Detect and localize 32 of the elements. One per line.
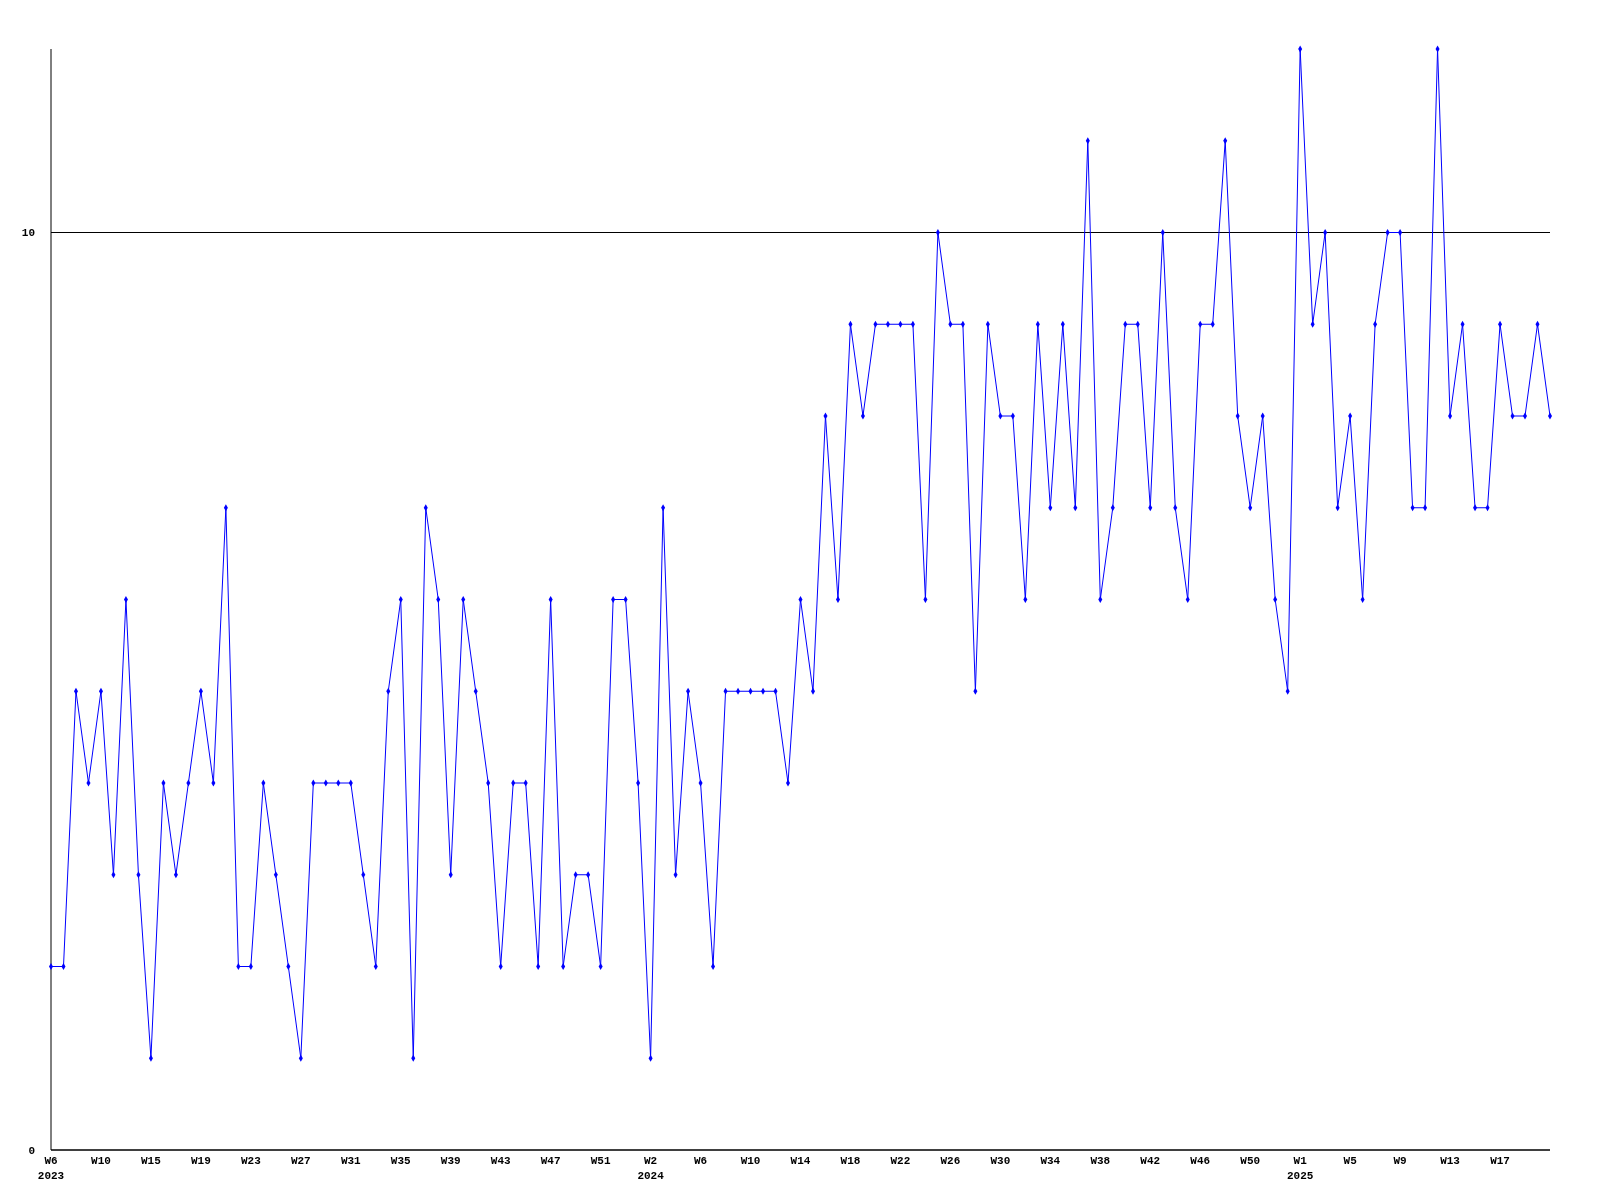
x-tick-label: W5 (1343, 1155, 1358, 1167)
x-tick-label: W18 (840, 1155, 861, 1167)
x-tick-label: W14 (790, 1155, 811, 1167)
x-tick-label: W51 (590, 1155, 611, 1167)
x-tick-label: W2 2024 (637, 1155, 665, 1182)
x-tick-label: W43 (490, 1155, 511, 1167)
x-tick-label: W22 (890, 1155, 911, 1167)
x-tick-label: W50 (1240, 1155, 1261, 1167)
x-tick-label: W38 (1090, 1155, 1111, 1167)
x-tick-label: W23 (240, 1155, 262, 1167)
x-tick-label: W9 (1393, 1155, 1407, 1167)
x-tick-label: W10 (91, 1155, 111, 1167)
y-tick-label: 0 (28, 1144, 35, 1157)
x-tick-label: W10 (740, 1155, 761, 1167)
x-tick-label: W26 (940, 1155, 961, 1167)
x-tick-label: W15 (141, 1155, 162, 1167)
x-tick-label: W30 (990, 1155, 1011, 1167)
x-tick-label: W46 (1190, 1155, 1211, 1167)
x-tick-label: W6 (693, 1155, 708, 1167)
x-tick-label: W39 (440, 1155, 461, 1167)
x-tick-label: W19 (190, 1155, 211, 1167)
x-tick-label: W31 (340, 1155, 362, 1167)
x-tick-label: W13 (1440, 1155, 1461, 1167)
x-tick-label: W27 (290, 1155, 311, 1167)
x-tick-label: W34 (1040, 1155, 1061, 1167)
x-tick-label: W6 2023 (37, 1155, 65, 1182)
x-tick-label: W47 (540, 1155, 561, 1167)
x-tick-label: W42 (1140, 1155, 1161, 1167)
x-tick-label: W1 2025 (1286, 1155, 1314, 1182)
y-tick-label: 10 (21, 227, 35, 240)
x-tick-label: W17 (1490, 1155, 1510, 1167)
x-tick-label: W35 (390, 1155, 412, 1167)
